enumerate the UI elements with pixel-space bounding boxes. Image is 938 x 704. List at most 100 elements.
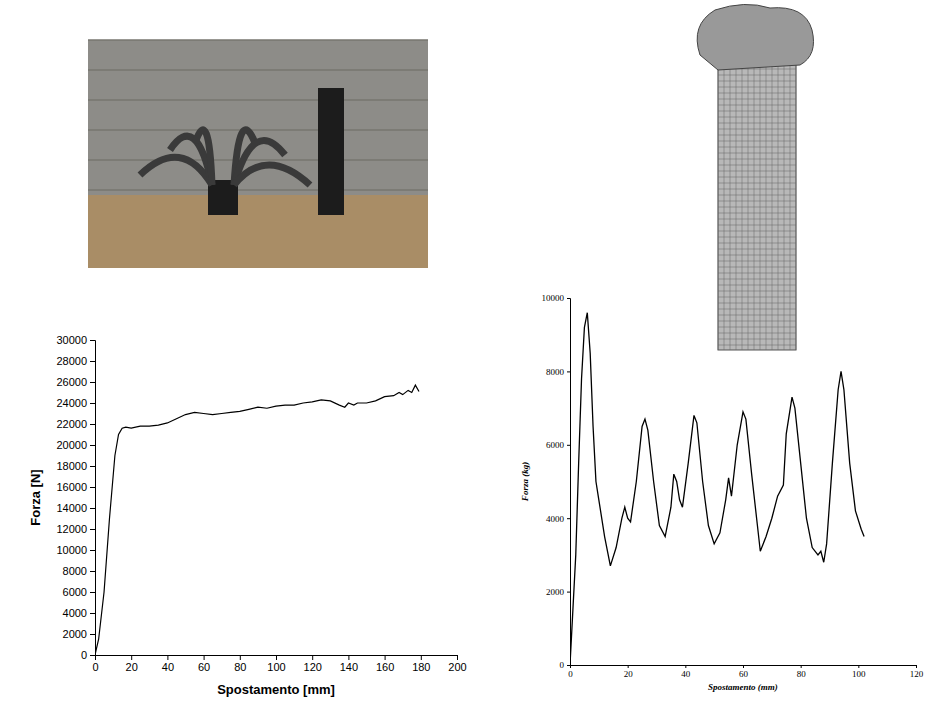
tick-mark: [90, 655, 95, 656]
tick-label: 26000: [56, 376, 87, 388]
y-axis: 0200040006000800010000: [542, 293, 571, 670]
mesh-line: [718, 111, 796, 112]
mesh-line: [718, 339, 796, 340]
tick-label: 20: [126, 661, 138, 673]
mesh-line: [718, 159, 796, 160]
mesh-line: [718, 183, 796, 184]
tick: 40: [162, 655, 174, 673]
mesh-line: [718, 117, 796, 118]
mesh-line: [718, 243, 796, 244]
tick: 100: [852, 665, 866, 679]
tick-mark: [567, 445, 570, 446]
mesh-line: [718, 129, 796, 130]
mesh-line: [718, 177, 796, 178]
tick-label: 0: [81, 649, 87, 661]
tick: 180: [412, 655, 430, 673]
photo-wall-joint: [88, 69, 428, 71]
y-axis-title: Forza (kg): [520, 462, 530, 502]
tick: 12000: [56, 523, 95, 535]
tick: 0: [92, 655, 98, 673]
tick-label: 8000: [546, 367, 565, 377]
tick: 22000: [56, 418, 95, 430]
tick-mark: [685, 665, 686, 668]
mesh-line: [784, 45, 785, 350]
tick: 14000: [56, 502, 95, 514]
tick-mark: [90, 487, 95, 488]
tick-label: 24000: [56, 397, 87, 409]
tick: 2000: [63, 628, 95, 640]
mesh-line: [736, 45, 737, 350]
mesh-line: [766, 45, 767, 350]
data-line: [95, 385, 419, 655]
tick-label: 10000: [542, 293, 565, 303]
tick-label: 20000: [56, 439, 87, 451]
tick: 0: [81, 649, 95, 661]
mesh-line: [718, 315, 796, 316]
tick-label: 120: [910, 669, 924, 679]
photo-wall: [88, 40, 428, 268]
tick-mark: [90, 571, 95, 572]
tick-mark: [240, 655, 241, 660]
tick-mark: [90, 613, 95, 614]
tick: 120: [304, 655, 322, 673]
tick-label: 180: [412, 661, 430, 673]
mesh-line: [718, 327, 796, 328]
mesh-line: [718, 321, 796, 322]
plot-area: [95, 385, 419, 655]
tick: 60: [198, 655, 210, 673]
chart: 0204060801001200200040006000800010000Spo…: [520, 293, 924, 692]
mesh-line: [718, 81, 796, 82]
tick-label: 80: [797, 669, 807, 679]
mesh-line: [718, 297, 796, 298]
mesh-line: [718, 303, 796, 304]
fe-mesh: [697, 4, 813, 350]
tick-mark: [90, 403, 95, 404]
photo-wall-joint: [88, 39, 428, 41]
tick-mark: [457, 655, 458, 660]
mesh-line: [718, 225, 796, 226]
tick-label: 28000: [56, 355, 87, 367]
tick-label: 2000: [63, 628, 87, 640]
axis-line: [90, 341, 96, 656]
tick-mark: [90, 424, 95, 425]
photo-wall-joint: [88, 159, 428, 161]
tick-mark: [90, 508, 95, 509]
tick: 4000: [546, 514, 570, 524]
tick: 40: [681, 665, 691, 679]
tick-label: 140: [340, 661, 358, 673]
tick: 20000: [56, 439, 95, 451]
mesh-line: [718, 195, 796, 196]
tick: 20: [624, 665, 634, 679]
tick-label: 10000: [56, 544, 87, 556]
tick-label: 80: [234, 661, 246, 673]
mesh-line: [718, 279, 796, 280]
tick-label: 18000: [56, 460, 87, 472]
mesh-crumpled-top: [697, 4, 813, 70]
tick-label: 40: [681, 669, 691, 679]
tick-mark: [567, 371, 570, 372]
mesh-line: [742, 45, 743, 350]
tick-mark: [90, 382, 95, 383]
tick: 0: [568, 665, 573, 679]
tick-mark: [567, 518, 570, 519]
tick: 140: [340, 655, 358, 673]
tick-mark: [90, 361, 95, 362]
mesh-line: [760, 45, 761, 350]
photo-petal: [140, 157, 212, 185]
tick-mark: [567, 665, 570, 666]
tick-label: 100: [267, 661, 285, 673]
tick: 30000: [56, 334, 95, 346]
tick-mark: [131, 655, 132, 660]
photo-petal: [234, 165, 310, 185]
tick-mark: [385, 655, 386, 660]
plot-area: [570, 313, 864, 665]
tick-label: 6000: [63, 586, 87, 598]
tick-label: 4000: [546, 514, 565, 524]
tick-label: 2000: [546, 587, 565, 597]
mesh-line: [790, 45, 791, 350]
axis-line: [567, 299, 571, 666]
photo-tube: [318, 88, 344, 215]
mesh-line: [718, 171, 796, 172]
tick-label: 30000: [56, 334, 87, 346]
tick-mark: [916, 665, 917, 668]
